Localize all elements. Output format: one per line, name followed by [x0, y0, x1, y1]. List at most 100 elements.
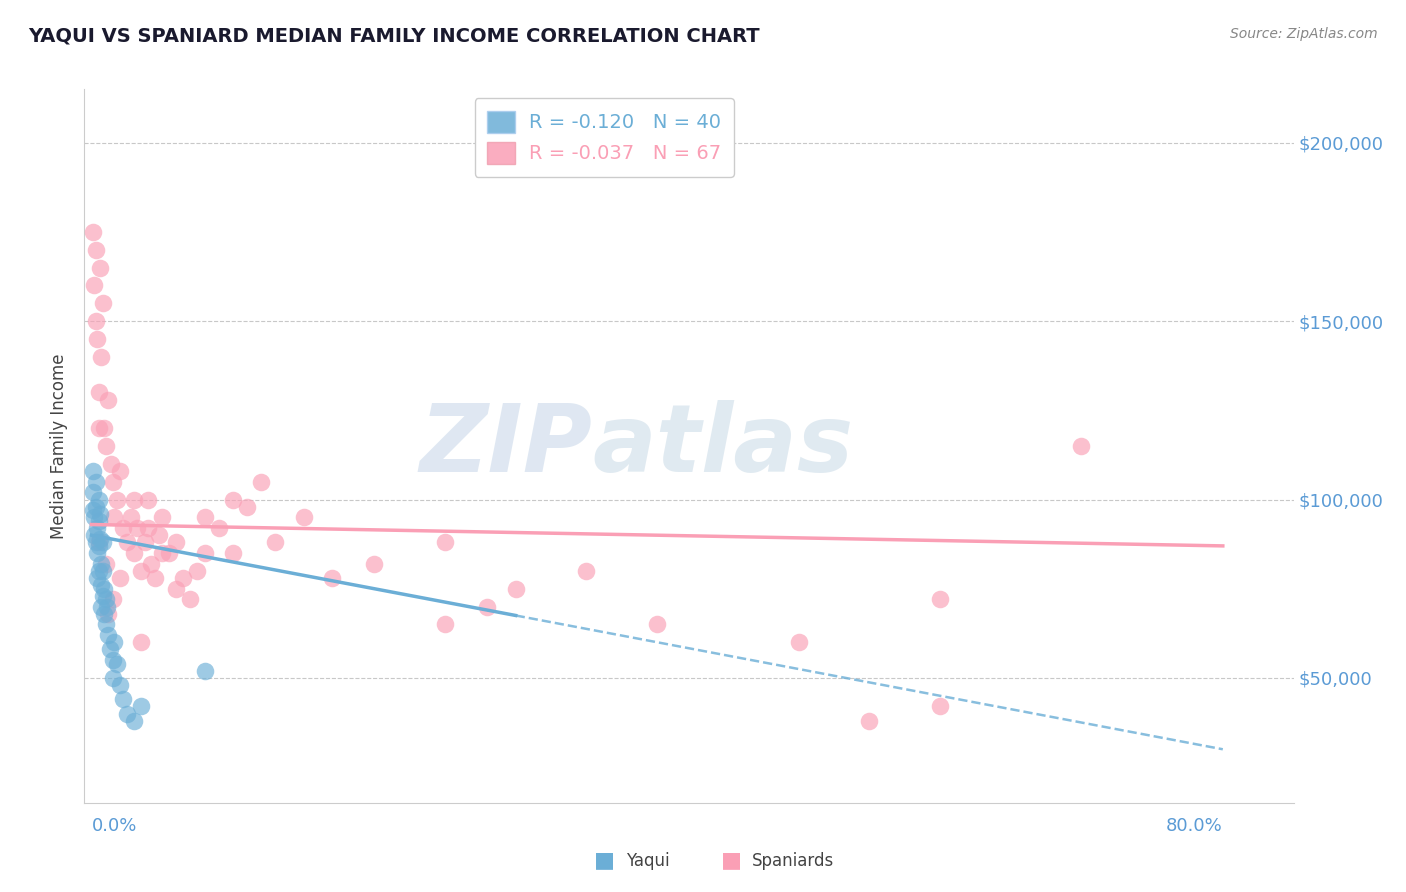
- Point: [150, 546, 173, 560]
- Text: YAQUI VS SPANIARD MEDIAN FAMILY INCOME CORRELATION CHART: YAQUI VS SPANIARD MEDIAN FAMILY INCOME C…: [28, 27, 759, 45]
- Point: [103, 635, 125, 649]
- Y-axis label: Median Family Income: Median Family Income: [51, 353, 69, 539]
- Text: 80.0%: 80.0%: [1166, 817, 1223, 835]
- Point: [1070, 439, 1092, 453]
- Point: [83, 510, 105, 524]
- Point: [97, 628, 120, 642]
- Point: [193, 510, 215, 524]
- Point: [84, 475, 107, 489]
- Point: [91, 535, 114, 549]
- Point: [93, 607, 115, 621]
- Point: [87, 535, 110, 549]
- Point: [363, 557, 385, 571]
- Point: [98, 642, 121, 657]
- Point: [84, 314, 107, 328]
- Point: [90, 557, 112, 571]
- Point: [120, 510, 142, 524]
- Point: [929, 699, 952, 714]
- Point: [787, 635, 810, 649]
- Point: [929, 592, 952, 607]
- Point: [93, 582, 115, 596]
- Point: [87, 492, 110, 507]
- Point: [86, 521, 108, 535]
- Point: [222, 546, 245, 560]
- Point: [90, 350, 112, 364]
- Point: [94, 617, 117, 632]
- Point: [90, 599, 112, 614]
- Point: [208, 521, 231, 535]
- Point: [139, 557, 162, 571]
- Point: [433, 617, 456, 632]
- Point: [186, 564, 208, 578]
- Point: [97, 392, 120, 407]
- Text: Source: ZipAtlas.com: Source: ZipAtlas.com: [1230, 27, 1378, 41]
- Point: [129, 699, 152, 714]
- Point: [148, 528, 170, 542]
- Point: [134, 535, 156, 549]
- Text: ■: ■: [721, 850, 741, 870]
- Point: [105, 657, 128, 671]
- Point: [129, 564, 152, 578]
- Point: [433, 535, 456, 549]
- Point: [82, 225, 104, 239]
- Point: [111, 521, 134, 535]
- Point: [179, 592, 201, 607]
- Point: [87, 421, 110, 435]
- Point: [108, 678, 131, 692]
- Point: [264, 535, 287, 549]
- Point: [125, 521, 148, 535]
- Point: [86, 571, 108, 585]
- Point: [94, 439, 117, 453]
- Point: [115, 706, 138, 721]
- Point: [157, 546, 180, 560]
- Point: [122, 492, 145, 507]
- Text: atlas: atlas: [592, 400, 853, 492]
- Point: [105, 492, 128, 507]
- Point: [115, 535, 138, 549]
- Point: [103, 510, 125, 524]
- Point: [96, 599, 118, 614]
- Point: [858, 714, 880, 728]
- Point: [193, 546, 215, 560]
- Point: [89, 507, 111, 521]
- Point: [505, 582, 527, 596]
- Point: [91, 589, 114, 603]
- Point: [477, 599, 499, 614]
- Point: [94, 592, 117, 607]
- Point: [86, 332, 108, 346]
- Point: [89, 532, 111, 546]
- Point: [101, 653, 124, 667]
- Point: [101, 592, 124, 607]
- Point: [150, 510, 173, 524]
- Point: [101, 475, 124, 489]
- Point: [82, 503, 104, 517]
- Point: [321, 571, 343, 585]
- Text: 0.0%: 0.0%: [91, 817, 136, 835]
- Point: [82, 464, 104, 478]
- Point: [172, 571, 194, 585]
- Point: [122, 546, 145, 560]
- Point: [108, 464, 131, 478]
- Point: [143, 571, 166, 585]
- Point: [100, 457, 122, 471]
- Text: ZIP: ZIP: [419, 400, 592, 492]
- Point: [93, 421, 115, 435]
- Point: [236, 500, 259, 514]
- Point: [193, 664, 215, 678]
- Point: [250, 475, 273, 489]
- Point: [83, 528, 105, 542]
- Point: [91, 564, 114, 578]
- Legend: R = -0.120   N = 40, R = -0.037   N = 67: R = -0.120 N = 40, R = -0.037 N = 67: [475, 98, 734, 177]
- Point: [292, 510, 315, 524]
- Point: [222, 492, 245, 507]
- Point: [97, 607, 120, 621]
- Point: [84, 535, 107, 549]
- Point: [83, 278, 105, 293]
- Text: Spaniards: Spaniards: [752, 852, 834, 870]
- Point: [136, 492, 159, 507]
- Point: [111, 692, 134, 706]
- Point: [84, 500, 107, 514]
- Point: [165, 535, 187, 549]
- Point: [122, 714, 145, 728]
- Point: [87, 564, 110, 578]
